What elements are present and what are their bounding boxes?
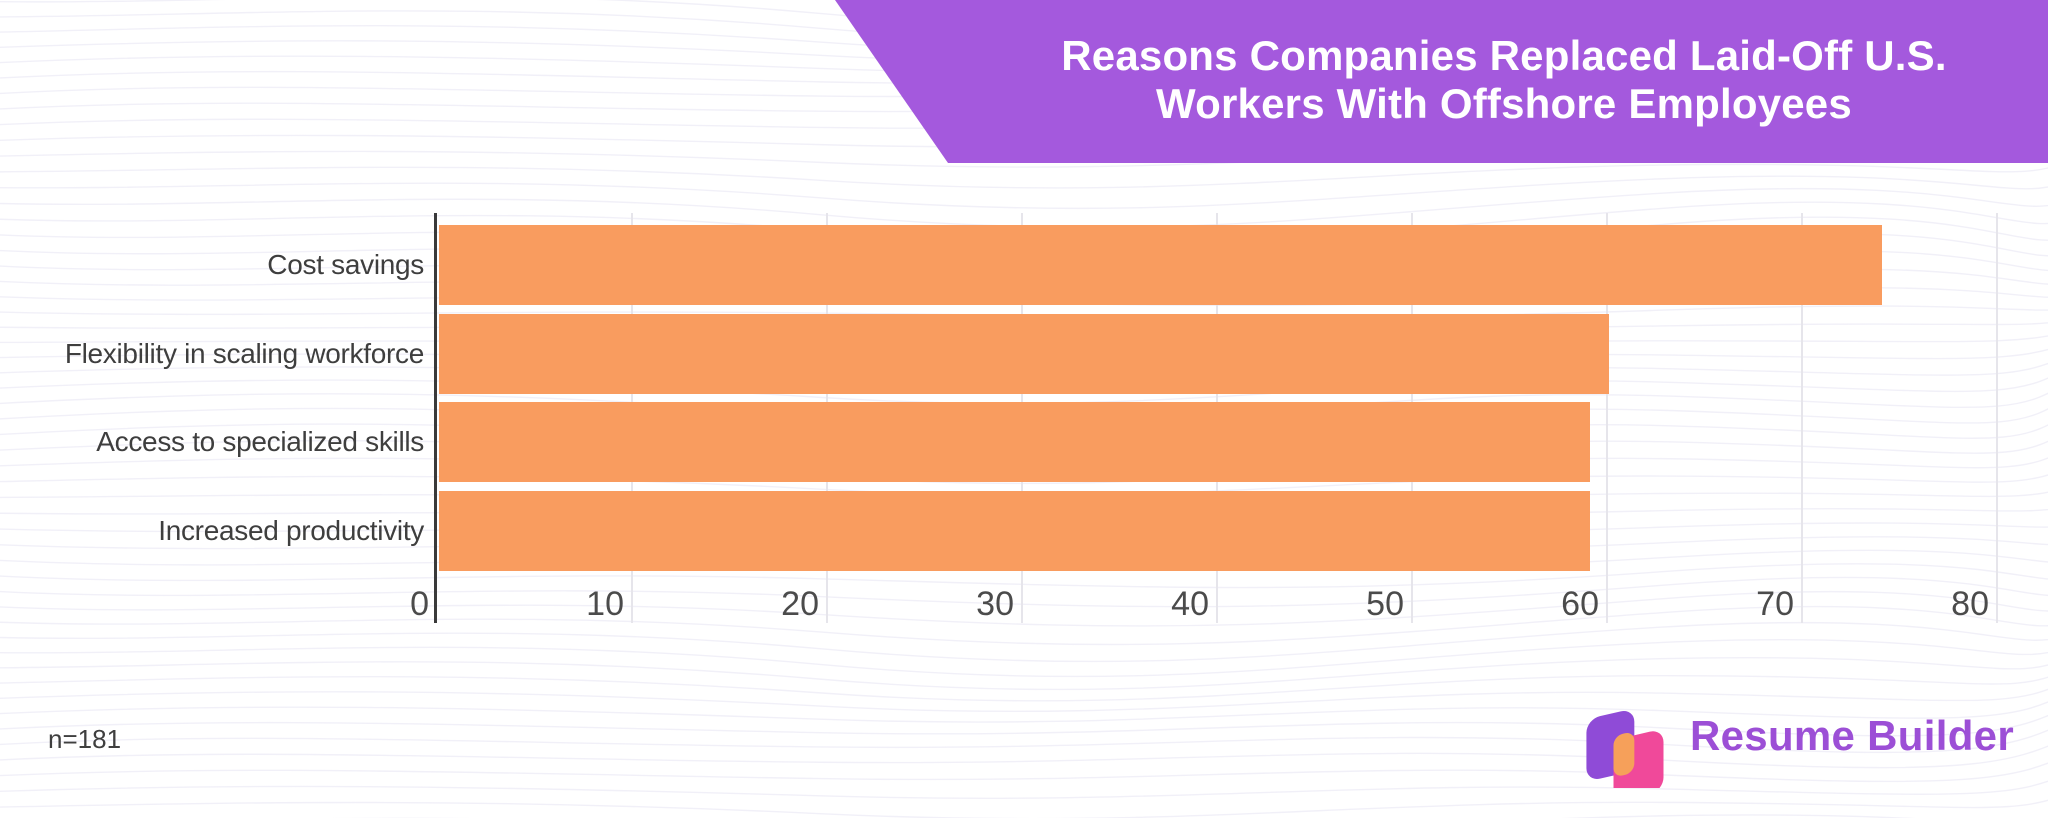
bar (439, 402, 1590, 482)
wave-line (0, 563, 2048, 589)
chart-title: Reasons Companies Replaced Laid-Off U.S.… (980, 32, 2028, 128)
wave-line (0, 762, 2048, 783)
x-tick-label-10: 10 (586, 585, 624, 623)
wave-line (0, 576, 2048, 608)
x-tick-label-60: 60 (1561, 585, 1599, 623)
brand-name: Resume Builder (1690, 712, 2014, 759)
category-label: Increased productivity (158, 515, 424, 546)
category-label: Cost savings (267, 249, 424, 280)
resume-builder-logo-icon (1586, 710, 1664, 788)
wave-line (0, 656, 2048, 691)
wave-line (0, 701, 2048, 723)
wave-line (0, 163, 2048, 189)
x-tick-label-50: 50 (1366, 585, 1404, 623)
chart-title-line2: Workers With Offshore Employees (1156, 80, 1852, 127)
title-banner: Reasons Companies Replaced Laid-Off U.S.… (835, 0, 2048, 163)
wave-line (0, 745, 2048, 769)
wave-line (0, 714, 2048, 737)
wave-line (0, 688, 2048, 713)
category-label: Access to specialized skills (96, 426, 424, 457)
gridline-70 (1801, 213, 1803, 623)
y-axis-line (434, 213, 437, 623)
wave-line (0, 729, 2048, 754)
wave-line (0, 639, 2048, 678)
brand-footer: Resume Builder (1578, 688, 2038, 788)
wave-line (0, 377, 2048, 405)
x-tick-label-80: 80 (1951, 585, 1989, 623)
gridline-60 (1606, 213, 1608, 623)
wave-line (0, 799, 2048, 818)
x-tick-label-0: 0 (410, 585, 429, 623)
sample-size-note: n=181 (48, 724, 122, 754)
wave-line (0, 621, 2048, 663)
x-tick-label-20: 20 (781, 585, 819, 623)
bar (439, 225, 1882, 305)
x-tick-label-70: 70 (1756, 585, 1794, 623)
wave-line (0, 674, 2048, 702)
chart-title-line1: Reasons Companies Replaced Laid-Off U.S. (1061, 32, 1947, 79)
gridline-80 (1996, 213, 1998, 623)
bar (439, 491, 1590, 571)
wave-line (0, 605, 2048, 646)
bar (439, 314, 1609, 394)
wave-line (0, 590, 2048, 627)
x-tick-label-40: 40 (1171, 585, 1209, 623)
wave-line (0, 175, 2048, 210)
x-tick-label-30: 30 (976, 585, 1014, 623)
wave-line (0, 780, 2048, 800)
category-label: Flexibility in scaling workforce (64, 338, 424, 369)
